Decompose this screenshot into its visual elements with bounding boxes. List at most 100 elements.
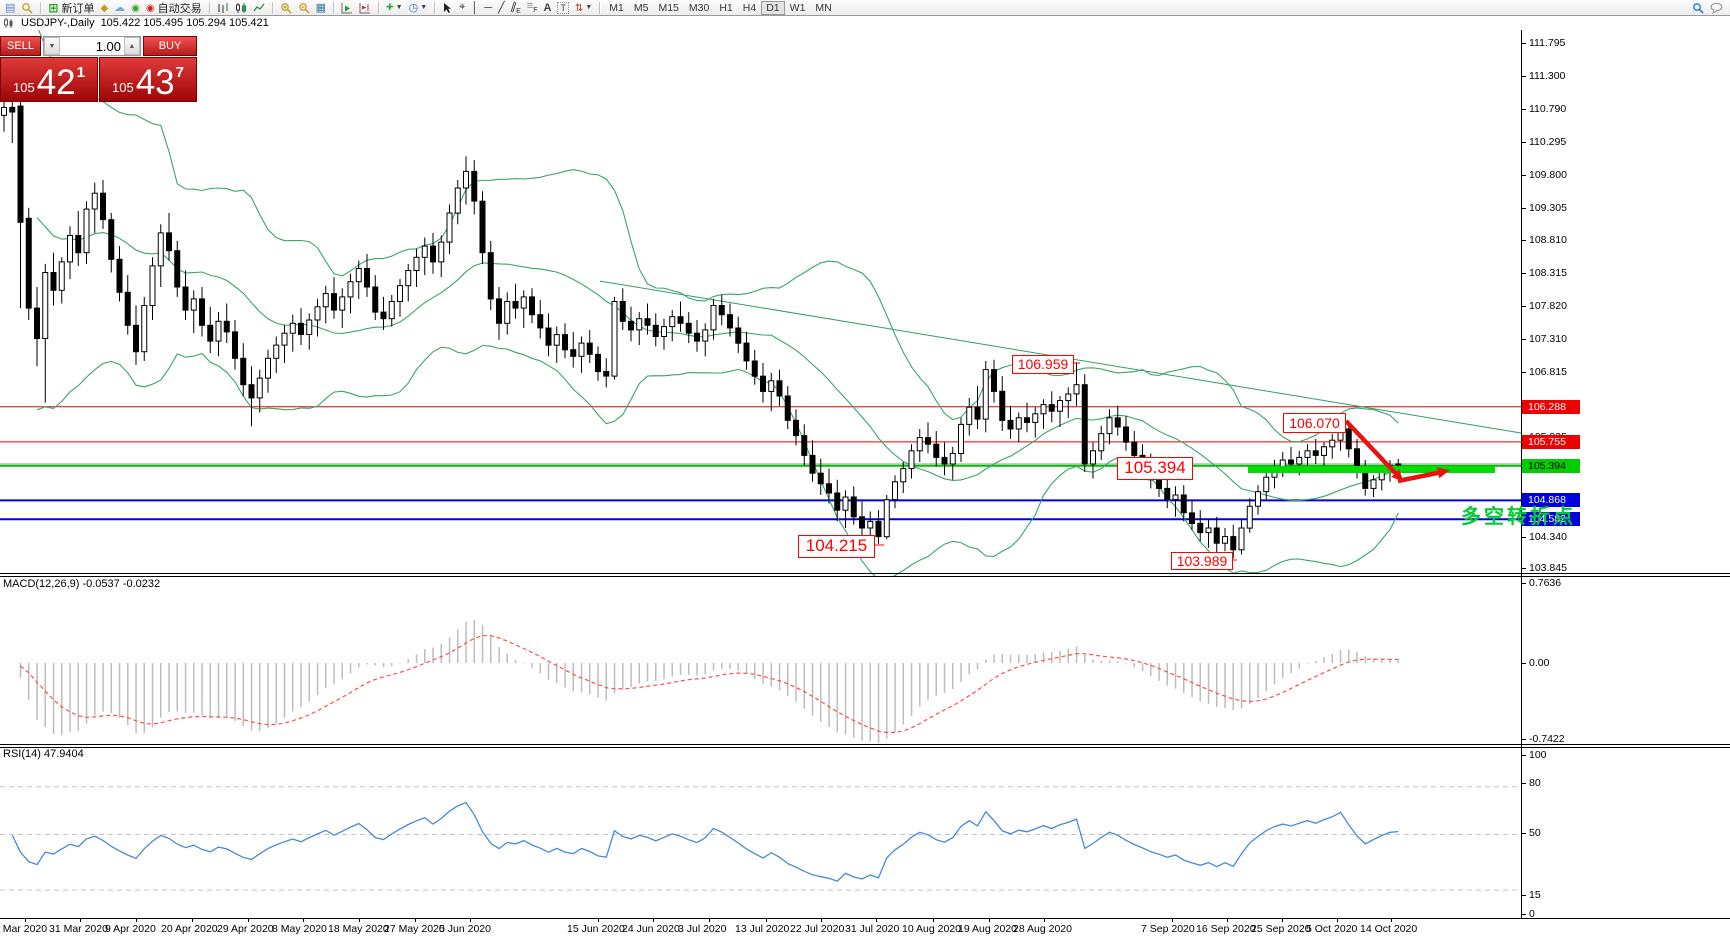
price-annotation-box[interactable]: 105.394 <box>1117 456 1193 480</box>
x-tick-mark <box>766 919 767 922</box>
cloud-button[interactable]: ☁ <box>111 1 128 15</box>
x-tick-label: 5 Oct 2020 <box>1306 923 1358 935</box>
text-button[interactable]: A <box>541 1 555 15</box>
price-annotation-box[interactable]: 103.989 <box>1171 552 1233 570</box>
candles-chart-icon <box>235 2 247 14</box>
x-tick-label: 27 May 2020 <box>384 923 445 935</box>
timeframe-h4-button[interactable]: H4 <box>742 1 757 14</box>
arrows-icon: ⇅ <box>574 2 584 14</box>
dropdown-arrow-icon[interactable]: ▼ <box>585 4 593 11</box>
text-label-icon: T <box>557 1 569 14</box>
price-axis[interactable]: 111.795 111.300 110.790 110.295 109.800 109.3… <box>1521 30 1730 920</box>
chat-button[interactable] <box>1707 1 1726 15</box>
line-chart-button[interactable] <box>250 1 268 15</box>
y-tick-label: 106.815 <box>1529 366 1567 378</box>
macd-histogram <box>19 619 1399 743</box>
bid-price-display[interactable]: 105 42 1 <box>0 57 98 102</box>
x-tick-label: 10 Aug 2020 <box>902 923 961 935</box>
x-tick-label: 16 Sep 2020 <box>1196 923 1256 935</box>
timeframe-m5-button[interactable]: M5 <box>633 1 649 14</box>
dropdown-arrow-icon[interactable]: ▼ <box>395 4 403 11</box>
vertical-line-button[interactable]: │ <box>468 1 481 15</box>
toolbar-separator <box>40 1 42 14</box>
buy-button[interactable]: BUY <box>143 36 197 56</box>
macd-tick-label: 0.00 <box>1529 657 1550 669</box>
timeframe-h1-button[interactable]: H1 <box>719 1 733 14</box>
x-tick-label: 31 Mar 2020 <box>49 923 108 935</box>
timeframe-m30-button[interactable]: M30 <box>688 1 710 14</box>
support-highlight-bar <box>1248 466 1495 473</box>
arrows-button[interactable]: ⇅ ▼ <box>572 1 595 15</box>
fibonacci-button[interactable]: ≡F <box>524 0 541 14</box>
volume-increase-button[interactable]: ▲ <box>124 37 140 55</box>
rsi-tick-label: 0 <box>1529 908 1535 920</box>
panel-separator[interactable] <box>0 573 1730 574</box>
volume-decrease-button[interactable]: ▼ <box>44 37 60 55</box>
toolbar-group-chart-type <box>212 0 270 15</box>
horizontal-line-icon: ─ <box>484 1 492 14</box>
y-tick-mark <box>1522 339 1526 340</box>
autotrade-button[interactable]: ◉ 自动交易 <box>145 2 202 15</box>
y-tick-label: 107.310 <box>1529 333 1567 345</box>
zoom-in-button[interactable] <box>277 1 295 15</box>
chart-shift-button[interactable] <box>356 1 374 15</box>
sell-button[interactable]: SELL <box>0 36 41 56</box>
equidistant-channel-button[interactable]: ∥E <box>508 0 524 15</box>
panel-separator[interactable] <box>0 744 1730 745</box>
history-button[interactable]: ◆ <box>97 1 111 15</box>
x-tick-mark <box>876 919 877 922</box>
search-button[interactable] <box>1689 1 1707 15</box>
horizontal-line-button[interactable]: ─ <box>481 1 495 15</box>
new-order-button[interactable]: ⊞ 新订单 <box>48 0 95 15</box>
y-tick-label: 111.795 <box>1529 37 1566 49</box>
chart-canvas[interactable] <box>0 30 1521 918</box>
signals-button[interactable]: ◉ <box>128 1 143 15</box>
indicators-button[interactable]: + ▼ <box>383 0 406 15</box>
x-tick-label: 18 May 2020 <box>328 923 389 935</box>
trendline-button[interactable]: ╱ <box>495 1 508 15</box>
periods-button[interactable]: ◷ ▼ <box>406 1 431 15</box>
macd-label: MACD(12,26,9) -0.0537 -0.0232 <box>3 578 161 590</box>
text-label-button[interactable]: T <box>554 1 572 15</box>
rsi-tick-mark <box>1522 895 1526 896</box>
price-annotation-box[interactable]: 106.959 <box>1012 354 1074 374</box>
tile-windows-button[interactable]: ▦ <box>313 1 329 15</box>
toolbar-group-timeframes: M1 M5 M15 M30 H1 H4 D1 W1 MN <box>602 0 838 15</box>
zoom-out-icon <box>298 2 310 14</box>
timeframe-d1-button[interactable]: D1 <box>761 0 785 15</box>
bars-chart-button[interactable] <box>214 1 232 15</box>
price-annotation-box[interactable]: 104.215 <box>798 534 875 558</box>
x-tick-mark <box>1391 919 1392 922</box>
timeframe-m15-button[interactable]: M15 <box>658 1 679 14</box>
rsi-tick-mark <box>1522 833 1526 834</box>
x-tick-mark <box>1227 919 1228 922</box>
price-line-scale-label: 104.582 <box>1522 512 1580 527</box>
volume-box: ▼ ▲ <box>43 36 141 56</box>
timeframe-mn-button[interactable]: MN <box>815 1 832 14</box>
panel-separator <box>0 747 1730 748</box>
price-annotation-box[interactable]: 106.070 <box>1283 413 1346 433</box>
rsi-tick-mark <box>1522 914 1526 915</box>
search-icon <box>1692 2 1704 14</box>
rsi-tick-label: 100 <box>1529 749 1547 761</box>
ask-price-display[interactable]: 105 43 7 <box>99 57 197 102</box>
auto-scroll-button[interactable] <box>338 1 356 15</box>
symbol-period-label: USDJPY-,Daily <box>21 17 95 29</box>
candles-chart-button[interactable] <box>232 1 250 15</box>
x-tick-label: 14 Oct 2020 <box>1360 923 1418 935</box>
timeframe-m1-button[interactable]: M1 <box>609 1 624 14</box>
dropdown-arrow-icon[interactable]: ▼ <box>420 4 428 11</box>
crosshair-button[interactable]: ⌖ <box>456 1 468 15</box>
cursor-button[interactable] <box>439 1 456 15</box>
annotation-text[interactable]: 多空转折点 <box>1461 506 1576 528</box>
volume-input[interactable] <box>60 37 124 55</box>
chart-window-button[interactable]: ▤ <box>2 1 18 15</box>
zoom-out-button[interactable] <box>295 1 313 15</box>
text-icon: A <box>543 1 552 14</box>
x-tick-label: 9 Apr 2020 <box>105 923 156 935</box>
market-watch-button[interactable] <box>18 1 36 15</box>
timeframe-w1-button[interactable]: W1 <box>789 1 806 14</box>
